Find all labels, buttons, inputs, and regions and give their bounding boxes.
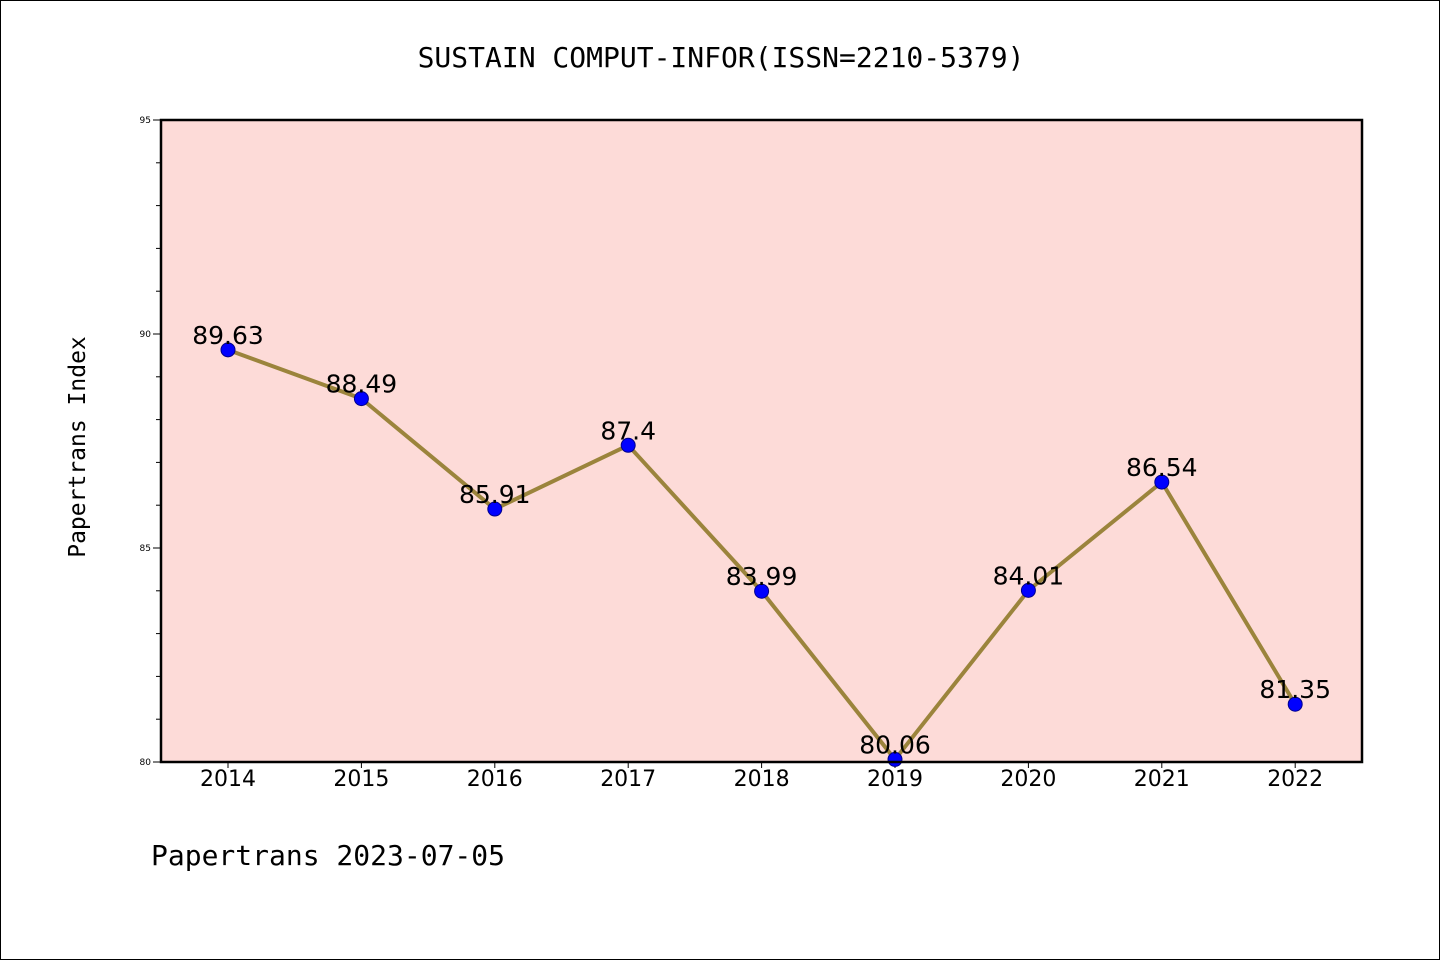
x-axis: 2014 2015 2016 2017 2018 2019 2020 2021 2022 (200, 762, 1323, 792)
x-tick-label: 2018 (734, 767, 790, 792)
data-label: 83.99 (726, 562, 798, 591)
data-point (1154, 474, 1170, 490)
data-point (487, 501, 503, 517)
data-point (353, 391, 369, 407)
x-tick-label: 2015 (333, 767, 389, 792)
x-tick-label: 2017 (600, 767, 656, 792)
y-tick-label: 90 (140, 330, 152, 340)
data-labels: 89.63 88.49 85.91 87.4 83.99 80.06 84.01 86.54 8… (192, 321, 1331, 760)
plot-frame (159, 118, 1364, 764)
x-tick-label: 2021 (1134, 767, 1190, 792)
data-point (1287, 696, 1303, 712)
data-point (620, 437, 636, 453)
data-point (220, 342, 236, 358)
x-tick-label: 2022 (1267, 767, 1323, 792)
y-tick-label: 80 (140, 758, 152, 768)
data-point (754, 583, 770, 599)
data-point (1020, 582, 1036, 598)
x-tick-label: 2014 (200, 767, 256, 792)
data-label: 86.54 (1126, 453, 1198, 482)
y-axis-label: Papertrans Index (65, 336, 91, 558)
data-label: 84.01 (993, 561, 1065, 590)
data-label: 87.4 (600, 416, 656, 445)
data-label: 88.49 (326, 370, 398, 399)
y-tick-label: 95 (140, 116, 151, 126)
x-tick-label: 2019 (867, 767, 923, 792)
x-tick-label: 2016 (467, 767, 523, 792)
footer-text: Papertrans 2023-07-05 (151, 839, 505, 872)
chart-title: SUSTAIN COMPUT-INFOR(ISSN=2210-5379) (418, 41, 1025, 74)
data-points (220, 342, 1303, 767)
y-axis: 80 85 90 95 (140, 116, 161, 768)
plot-area (161, 120, 1362, 762)
data-label: 89.63 (192, 321, 264, 350)
y-tick-label: 85 (140, 544, 151, 554)
data-label: 80.06 (859, 730, 931, 759)
x-tick-label: 2020 (1000, 767, 1056, 792)
data-label: 85.91 (459, 480, 531, 509)
data-label: 81.35 (1259, 675, 1331, 704)
